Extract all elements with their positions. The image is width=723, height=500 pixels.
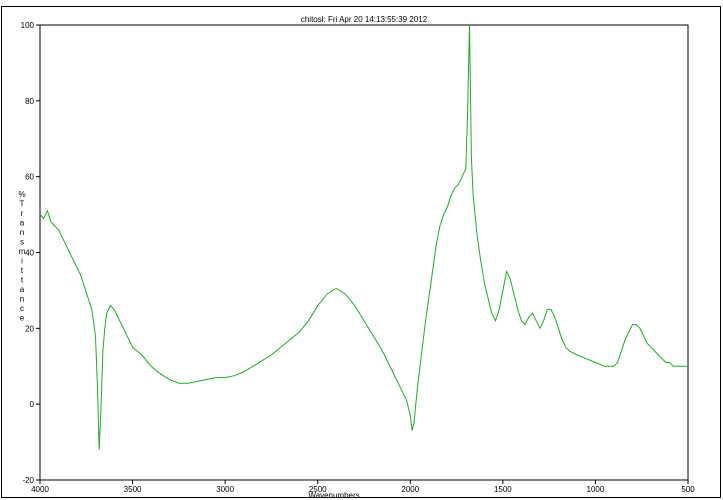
x-tick-label: 4000 [31, 485, 49, 494]
y-tick-label: 80 [25, 97, 34, 106]
y-axis: -20 0 20 40 60 80 100 [21, 21, 40, 485]
chart-frame: chitosl: Fri Apr 20 14:13:55:39 2012 Wav… [1, 6, 721, 499]
y-tick-label: -20 [22, 476, 34, 485]
x-axis: 4000 3500 3000 2500 2000 1500 1000 500 [31, 480, 695, 494]
y-tick-label: 20 [25, 324, 34, 333]
plot-area [39, 24, 689, 481]
x-tick-label: 1500 [494, 485, 512, 494]
x-tick-label: 1000 [587, 485, 605, 494]
chart-svg: chitosl: Fri Apr 20 14:13:55:39 2012 Wav… [18, 15, 695, 499]
y-tick-label: 60 [25, 173, 34, 182]
x-tick-label: 3500 [124, 485, 142, 494]
x-tick-label: 2500 [309, 485, 327, 494]
y-tick-label: 0 [30, 400, 35, 409]
x-tick-label: 3000 [216, 485, 234, 494]
series-line [39, 24, 688, 450]
y-tick-label: 40 [25, 249, 34, 258]
x-tick-label: 500 [681, 485, 695, 494]
x-tick-label: 2000 [401, 485, 419, 494]
y-tick-label: 100 [21, 21, 35, 30]
x-axis-label: Wavenumbers [308, 491, 359, 499]
chart-title: chitosl: Fri Apr 20 14:13:55:39 2012 [301, 15, 428, 24]
